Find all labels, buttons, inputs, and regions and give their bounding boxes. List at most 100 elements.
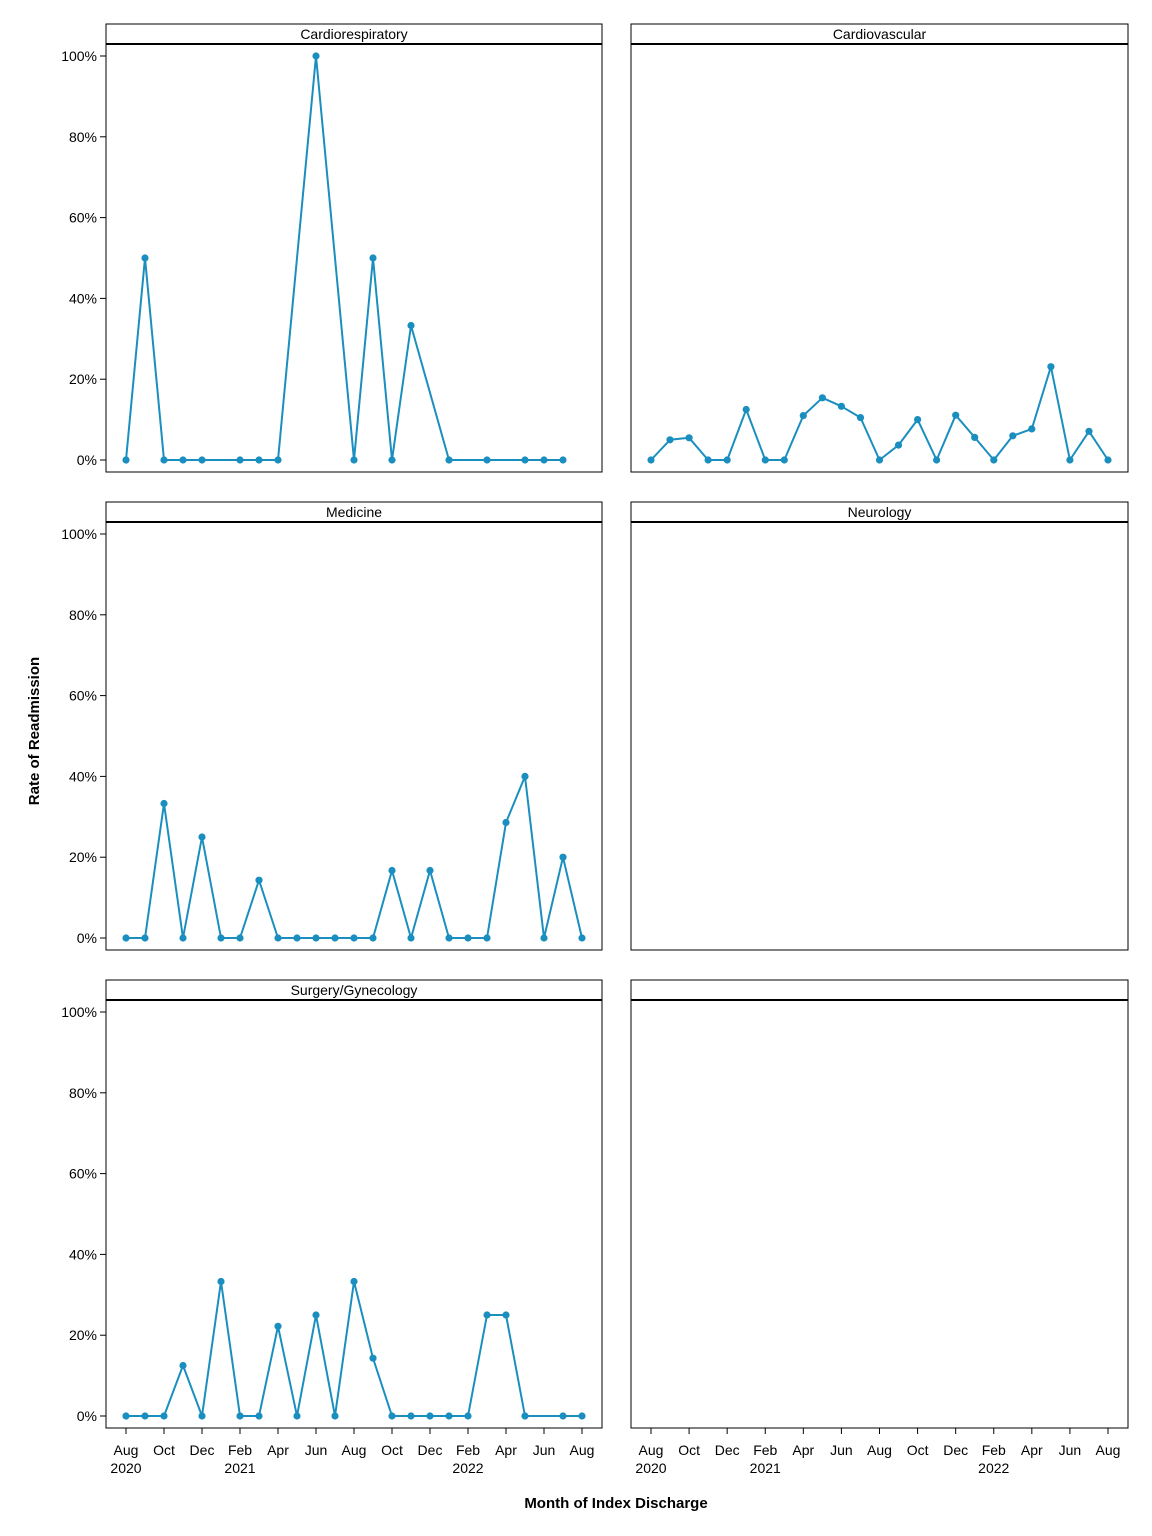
x-tick-year-label: 2021: [224, 1460, 255, 1476]
data-point: [255, 876, 263, 884]
x-tick-label: Apr: [792, 1442, 814, 1458]
data-point: [875, 456, 884, 464]
y-tick-label: 80%: [69, 129, 97, 145]
data-point: [426, 1412, 434, 1420]
data-point: [255, 456, 263, 464]
data-point: [1066, 456, 1074, 464]
x-tick-year-label: 2022: [978, 1460, 1009, 1476]
data-point: [521, 456, 529, 464]
data-point: [179, 934, 187, 942]
panel-title: Cardiorespiratory: [300, 26, 407, 42]
data-point: [952, 411, 960, 419]
y-tick-label: 20%: [69, 371, 97, 387]
data-point: [255, 1412, 263, 1420]
panel-frame: [105, 23, 603, 473]
x-axis-title: Month of Index Discharge: [524, 1495, 707, 1512]
data-point: [179, 456, 187, 464]
y-tick-label: 20%: [69, 849, 97, 865]
data-point: [445, 1412, 453, 1420]
y-tick-label: 0%: [77, 452, 97, 468]
data-point: [198, 456, 206, 464]
panel-frame: [630, 23, 1129, 473]
y-tick-label: 40%: [69, 290, 97, 306]
x-tick-label: Dec: [715, 1442, 740, 1458]
data-point: [407, 1412, 415, 1420]
y-tick-label: 100%: [61, 526, 97, 542]
data-point: [502, 818, 510, 827]
data-point: [1009, 432, 1017, 440]
x-tick-label: Feb: [753, 1442, 777, 1458]
panel-frame: [105, 979, 603, 1429]
x-tick-label: Aug: [639, 1442, 664, 1458]
data-point: [799, 412, 807, 420]
data-point: [388, 1412, 396, 1420]
data-point: [1104, 456, 1112, 464]
data-point: [160, 456, 168, 464]
data-point: [1028, 425, 1036, 433]
data-point: [521, 772, 529, 781]
data-point: [274, 1322, 282, 1330]
data-point: [312, 934, 320, 942]
series-line: [650, 365, 1109, 461]
data-point: [141, 1412, 149, 1420]
panel-title: Neurology: [848, 504, 912, 520]
data-point: [483, 1311, 491, 1319]
data-point: [293, 934, 301, 942]
data-point: [742, 405, 750, 414]
data-point: [445, 934, 453, 942]
panel-frame: [630, 979, 1129, 1429]
data-point: [483, 456, 491, 464]
x-tick-label: Apr: [495, 1442, 517, 1458]
data-point: [723, 456, 731, 464]
data-point: [369, 934, 377, 942]
y-tick-label: 60%: [69, 688, 97, 704]
data-point: [122, 456, 130, 464]
data-point: [160, 799, 168, 808]
x-tick-label: Dec: [418, 1442, 443, 1458]
chart-panels: Cardiorespiratory 0% 20% 40% 60% 80% 100% Cardi…: [61, 23, 1129, 1476]
series-line: [126, 775, 583, 939]
panel-title: Cardiovascular: [833, 26, 927, 42]
data-point: [971, 433, 979, 441]
data-point: [331, 1412, 339, 1420]
data-point: [502, 1311, 510, 1319]
data-point: [122, 934, 130, 942]
y-tick-label: 60%: [69, 210, 97, 226]
data-point: [818, 394, 827, 402]
data-point: [685, 434, 693, 442]
y-tick-label: 80%: [69, 1085, 97, 1101]
data-point: [312, 52, 320, 60]
series-line: [126, 1280, 582, 1417]
data-point: [704, 456, 712, 464]
data-point: [407, 934, 415, 942]
data-point: [388, 456, 396, 464]
x-tick-label: Oct: [153, 1442, 175, 1458]
y-tick-label: 20%: [69, 1327, 97, 1343]
data-point: [350, 456, 358, 464]
panel-neurology: Neurology: [630, 501, 1129, 951]
y-tick-label: 100%: [61, 1004, 97, 1020]
data-point: [666, 436, 674, 444]
y-tick-label: 0%: [77, 930, 97, 946]
y-axis-title: Rate of Readmission: [26, 657, 43, 805]
x-tick-label: Feb: [982, 1442, 1006, 1458]
data-point: [464, 934, 472, 942]
data-point: [540, 456, 548, 464]
data-point: [369, 254, 377, 262]
x-tick-label: Jun: [1059, 1442, 1082, 1458]
x-tick-year-label: 2020: [635, 1460, 666, 1476]
data-point: [274, 934, 282, 942]
data-point: [559, 456, 567, 464]
data-point: [559, 853, 567, 861]
panel-frame: [630, 501, 1129, 951]
data-point: [312, 1311, 320, 1319]
data-point: [198, 1412, 206, 1420]
data-point: [236, 456, 244, 464]
panel-surgery-gynecology: Surgery/Gynecology 0% 20% 40% 60% 80% 100% Aug 2…: [61, 979, 603, 1476]
panel-title: Medicine: [326, 504, 382, 520]
x-tick-label: Feb: [228, 1442, 252, 1458]
x-tick-label: Oct: [678, 1442, 700, 1458]
panel-title: Surgery/Gynecology: [291, 982, 418, 998]
y-tick-label: 60%: [69, 1166, 97, 1182]
